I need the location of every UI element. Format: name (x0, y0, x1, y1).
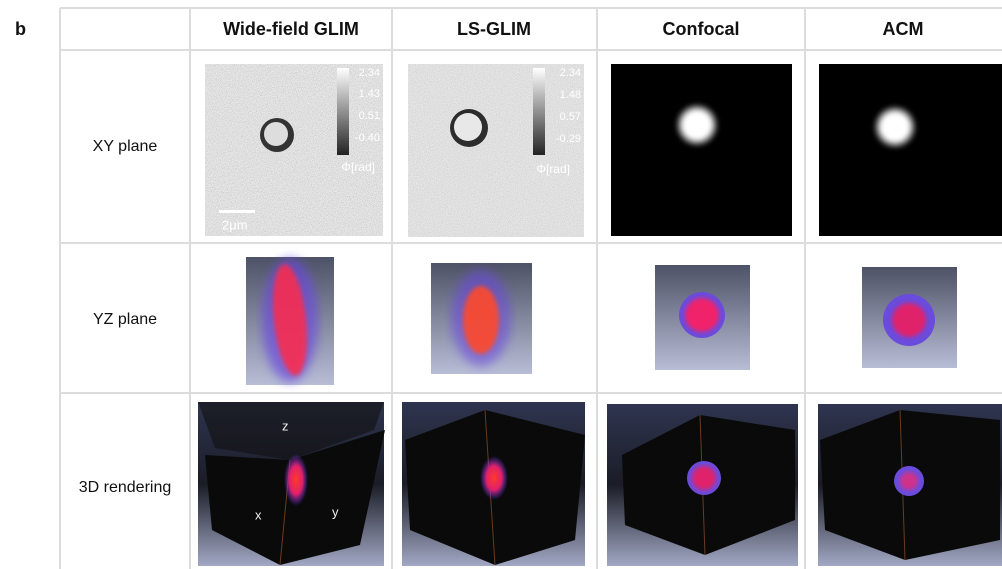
axis-label: x (255, 507, 262, 522)
colorbar-tick: 1.48 (560, 89, 581, 101)
xy-widefield-image: 2.34 1.43 0.51 -0.40 Φ[rad] 2μm (205, 64, 383, 236)
figure: b Wide-field GLIM LS-GLIM Confocal ACM X… (0, 0, 1002, 569)
colorbar-tick: 0.51 (359, 110, 380, 122)
panel-label: b (15, 19, 26, 39)
yz-confocal-image (655, 265, 750, 370)
colorbar-tick: -0.40 (355, 132, 380, 144)
render-lsglim-image (402, 402, 585, 566)
axis-label: y (332, 504, 339, 519)
colorbar-tick: 0.57 (560, 111, 581, 123)
colorbar-label: Φ[rad] (536, 162, 570, 176)
yz-acm-image (862, 267, 957, 368)
scale-bar-label: 2μm (222, 217, 248, 232)
row-label: XY plane (93, 138, 158, 155)
render-confocal-image (607, 404, 798, 566)
column-header: Confocal (662, 19, 739, 39)
colorbar-tick: 1.43 (359, 88, 380, 100)
axis-label: z (282, 418, 289, 433)
column-header: Wide-field GLIM (223, 19, 359, 39)
colorbar-label: Φ[rad] (341, 160, 375, 174)
xy-lsglim-image: 2.34 1.48 0.57 -0.29 Φ[rad] (408, 64, 584, 237)
xy-acm-image (819, 64, 1002, 236)
colorbar-tick: 2.34 (359, 67, 380, 79)
row-label: YZ plane (93, 311, 157, 328)
column-header: LS-GLIM (457, 19, 531, 39)
column-header: ACM (883, 19, 924, 39)
row-label: 3D rendering (79, 479, 172, 496)
render-widefield-image: z x y (198, 402, 385, 566)
render-acm-image (818, 404, 1002, 566)
yz-lsglim-image (431, 263, 532, 374)
yz-widefield-image (246, 257, 334, 385)
colorbar-tick: 2.34 (560, 67, 581, 79)
xy-confocal-image (611, 64, 792, 236)
colorbar-tick: -0.29 (556, 133, 581, 145)
